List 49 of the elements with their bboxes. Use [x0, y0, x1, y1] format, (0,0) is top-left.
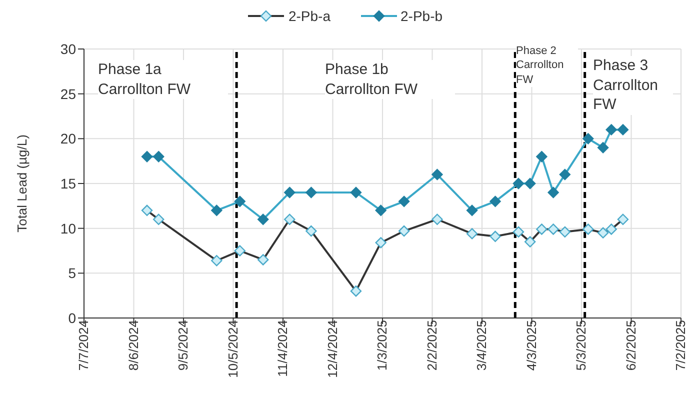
- point: [582, 133, 594, 144]
- annotation: Phase 3 Carrollton FW: [593, 56, 673, 114]
- x-tick-label: 9/5/2024: [176, 320, 191, 371]
- point: [141, 151, 153, 162]
- y-tick-label: 0: [68, 310, 76, 326]
- x-tick-label: 12/4/2024: [324, 320, 340, 378]
- point: [306, 186, 317, 198]
- annotation: Phase 2 Carrollton FW: [516, 44, 578, 87]
- legend-label: 2-Pb-a: [288, 8, 330, 24]
- point: [398, 196, 410, 208]
- y-tick-label: 5: [68, 265, 76, 282]
- x-tick-label: 6/2/2025: [623, 320, 638, 371]
- point: [350, 186, 362, 198]
- x-tick-label: 2/2/2025: [424, 320, 440, 371]
- point: [432, 168, 443, 180]
- y-tick-label: 25: [60, 86, 76, 102]
- y-axis-title: Total Lead (µg/L): [14, 134, 30, 232]
- point: [597, 142, 609, 154]
- point: [490, 196, 501, 208]
- point: [153, 151, 164, 162]
- annotation: Phase 1a Carrollton FW: [98, 60, 228, 99]
- x-tick-label: 1/3/2025: [374, 320, 390, 371]
- point: [466, 204, 478, 216]
- y-tick-label: 20: [60, 130, 76, 147]
- point: [211, 204, 222, 216]
- x-tick-label: 7/7/2024: [76, 320, 92, 371]
- x-tick-label: 11/4/2024: [275, 320, 290, 377]
- point: [548, 186, 559, 198]
- x-tick-label: 5/3/2025: [574, 320, 589, 371]
- point: [284, 186, 296, 198]
- annotation: Phase 1b Carrollton FW: [325, 60, 455, 99]
- point: [375, 204, 386, 216]
- x-tick-label: 3/4/2025: [474, 320, 490, 371]
- point: [234, 196, 246, 208]
- point: [617, 124, 629, 136]
- point: [536, 151, 548, 162]
- y-tick-label: 10: [60, 220, 76, 236]
- point: [524, 178, 536, 190]
- point: [559, 168, 571, 180]
- x-tick-label: 4/3/2025: [524, 320, 539, 371]
- point: [606, 124, 617, 136]
- point: [258, 214, 269, 225]
- point: [512, 178, 524, 190]
- x-tick-label: 7/2/2025: [673, 320, 688, 371]
- x-tick-label: 8/6/2024: [126, 320, 141, 371]
- y-tick-label: 15: [60, 175, 76, 192]
- y-tick-label: 30: [60, 40, 76, 57]
- x-tick-label: 10/5/2024: [225, 320, 240, 378]
- legend-label: 2-Pb-b: [400, 8, 443, 24]
